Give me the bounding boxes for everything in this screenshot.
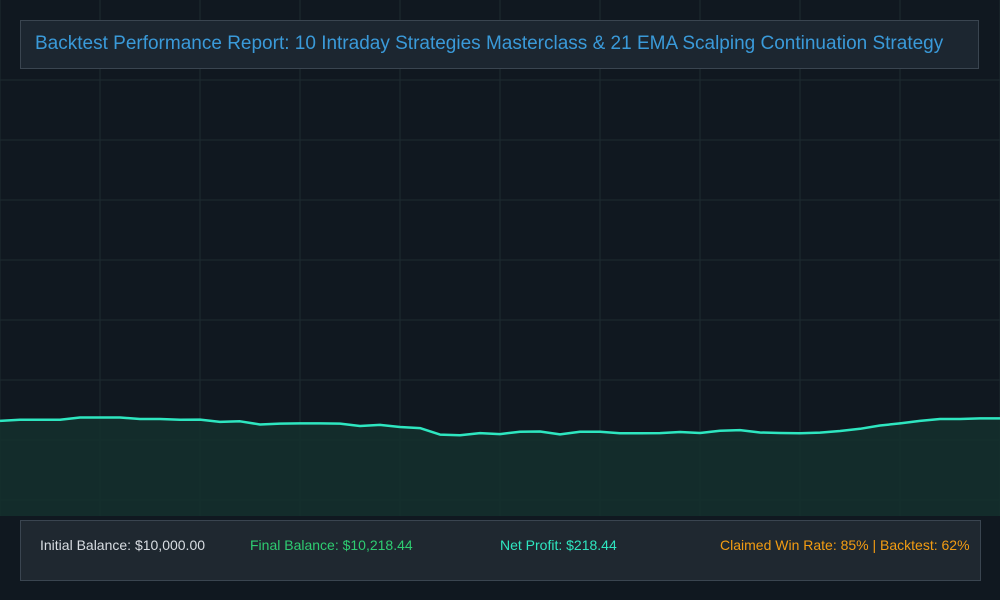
title-box: Backtest Performance Report: 10 Intraday… <box>20 20 979 69</box>
net-profit: Net Profit: $218.44 <box>500 537 617 553</box>
equity-line <box>0 416 1000 437</box>
win-rate: Claimed Win Rate: 85% | Backtest: 62% <box>720 537 970 553</box>
final-balance: Final Balance: $10,218.44 <box>250 537 413 553</box>
stats-panel: Initial Balance: $10,000.00 Final Balanc… <box>20 520 981 581</box>
initial-balance: Initial Balance: $10,000.00 <box>40 537 206 553</box>
chart-title: Backtest Performance Report: 10 Intraday… <box>35 33 944 54</box>
equity-area <box>0 417 1000 516</box>
